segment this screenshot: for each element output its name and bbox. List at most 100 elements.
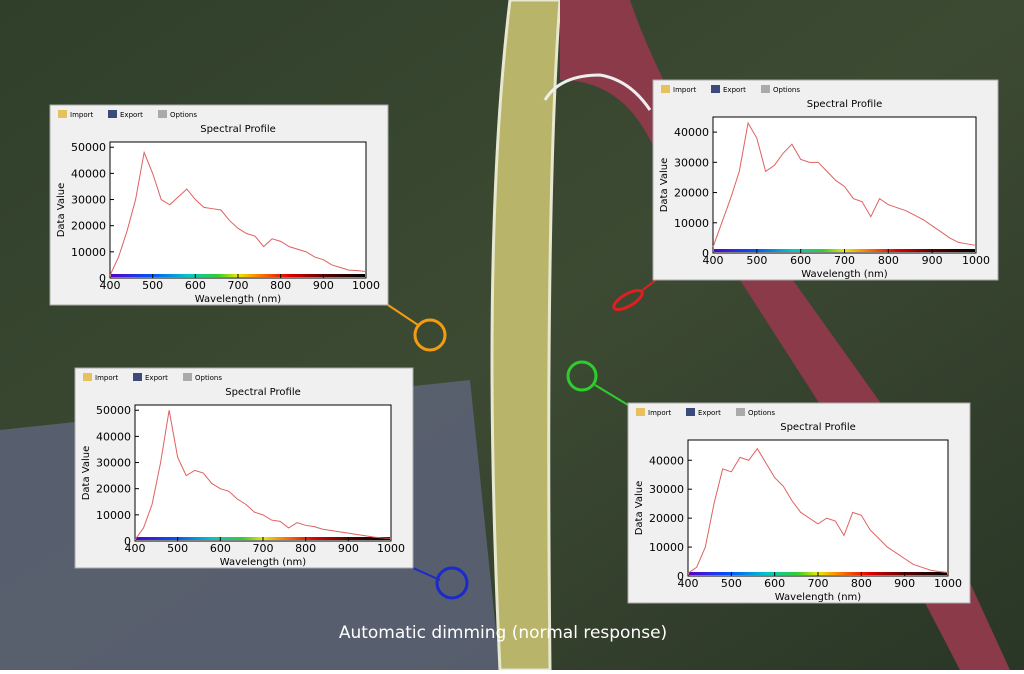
y-tick-label: 40000 (96, 430, 131, 443)
toolbar-button[interactable]: Import (673, 86, 696, 94)
x-tick-label: 900 (338, 542, 359, 555)
x-tick-label: 400 (703, 254, 724, 267)
toolbar-button[interactable]: Options (195, 374, 222, 382)
x-tick-label: 500 (746, 254, 767, 267)
toolbar-button[interactable]: Import (648, 409, 671, 417)
path-curb (543, 73, 652, 111)
y-axis-label: Data Value (634, 481, 645, 536)
x-tick-label: 700 (808, 577, 829, 590)
spectrum-line (687, 447, 949, 574)
y-tick-label: 10000 (71, 246, 106, 259)
chart-title: Spectral Profile (200, 124, 276, 135)
spectrum-line (134, 410, 392, 540)
y-axis-label: Data Value (659, 158, 670, 213)
x-tick-label: 600 (185, 279, 206, 292)
x-tick-label: 700 (253, 542, 274, 555)
leader-line (412, 567, 441, 581)
y-tick-label: 0 (677, 570, 684, 583)
x-tick-label: 1000 (352, 279, 380, 292)
y-tick-label: 30000 (649, 483, 684, 496)
y-tick-label: 20000 (96, 483, 131, 496)
x-tick-label: 600 (790, 254, 811, 267)
x-tick-label: 1000 (377, 542, 405, 555)
toolbar-button[interactable]: Export (723, 86, 746, 94)
chart-panel: Import Export Options Spectral Profile Wavel… (627, 402, 971, 604)
toolbar-button[interactable]: Export (698, 409, 721, 417)
chart-title: Spectral Profile (780, 422, 856, 433)
sample-marker (435, 566, 469, 600)
toolbar-icon (58, 110, 67, 118)
toolbar-button[interactable]: Options (748, 409, 775, 417)
y-tick-label: 0 (702, 247, 709, 260)
leader-line (594, 384, 629, 406)
yellow-path (490, 0, 562, 672)
toolbar-button[interactable]: Export (120, 111, 143, 119)
x-tick-label: 800 (295, 542, 316, 555)
toolbar-icon (686, 408, 695, 416)
x-axis-label: Wavelength (nm) (775, 592, 861, 603)
spectrum-line (712, 121, 977, 248)
x-axis-label: Wavelength (nm) (220, 557, 306, 568)
plot-area (134, 404, 392, 542)
y-tick-label: 10000 (96, 509, 131, 522)
plot-area (712, 116, 977, 254)
x-tick-label: 400 (125, 542, 146, 555)
y-axis-label: Data Value (56, 183, 67, 238)
toolbar-button[interactable]: Options (170, 111, 197, 119)
y-tick-label: 20000 (649, 512, 684, 525)
toolbar-icon (183, 373, 192, 381)
toolbar-icon (711, 85, 720, 93)
x-tick-label: 800 (851, 577, 872, 590)
x-tick-label: 500 (167, 542, 188, 555)
spectrum-line (109, 150, 367, 276)
y-tick-label: 40000 (71, 167, 106, 180)
y-tick-label: 0 (99, 272, 106, 285)
x-tick-label: 500 (721, 577, 742, 590)
sample-marker (566, 360, 598, 392)
x-tick-label: 900 (922, 254, 943, 267)
x-tick-label: 400 (678, 577, 699, 590)
y-tick-label: 0 (124, 535, 131, 548)
toolbar-button[interactable]: Export (145, 374, 168, 382)
toolbar-icon (761, 85, 770, 93)
x-tick-label: 800 (270, 279, 291, 292)
toolbar-icon (736, 408, 745, 416)
sample-marker (612, 288, 644, 312)
x-axis-label: Wavelength (nm) (801, 269, 887, 280)
x-tick-label: 1000 (934, 577, 962, 590)
x-tick-label: 1000 (962, 254, 990, 267)
caption: Automatic dimming (normal response) (339, 623, 667, 643)
x-tick-label: 700 (228, 279, 249, 292)
toolbar-button[interactable]: Options (773, 86, 800, 94)
leader-line (639, 279, 657, 293)
leader-line (387, 304, 419, 326)
toolbar-icon (108, 110, 117, 118)
x-tick-label: 400 (100, 279, 121, 292)
x-tick-label: 500 (142, 279, 163, 292)
x-axis-label: Wavelength (nm) (195, 294, 281, 305)
x-tick-label: 600 (210, 542, 231, 555)
x-tick-label: 800 (878, 254, 899, 267)
y-tick-label: 20000 (674, 187, 709, 200)
y-axis-label: Data Value (81, 446, 92, 501)
toolbar-button[interactable]: Import (95, 374, 118, 382)
y-tick-label: 50000 (96, 404, 131, 417)
plot-area (687, 439, 949, 577)
chart-title: Spectral Profile (807, 99, 883, 110)
toolbar-button[interactable]: Import (70, 111, 93, 119)
toolbar-icon (636, 408, 645, 416)
chart-title: Spectral Profile (225, 387, 301, 398)
y-tick-label: 40000 (674, 126, 709, 139)
y-tick-label: 10000 (649, 541, 684, 554)
y-tick-label: 40000 (649, 454, 684, 467)
x-tick-label: 900 (894, 577, 915, 590)
y-tick-label: 30000 (674, 156, 709, 169)
toolbar-icon (661, 85, 670, 93)
chart-panel: Import Export Options Spectral Profile Wavel… (652, 79, 999, 281)
y-tick-label: 10000 (674, 217, 709, 230)
x-tick-label: 700 (834, 254, 855, 267)
x-tick-label: 600 (764, 577, 785, 590)
